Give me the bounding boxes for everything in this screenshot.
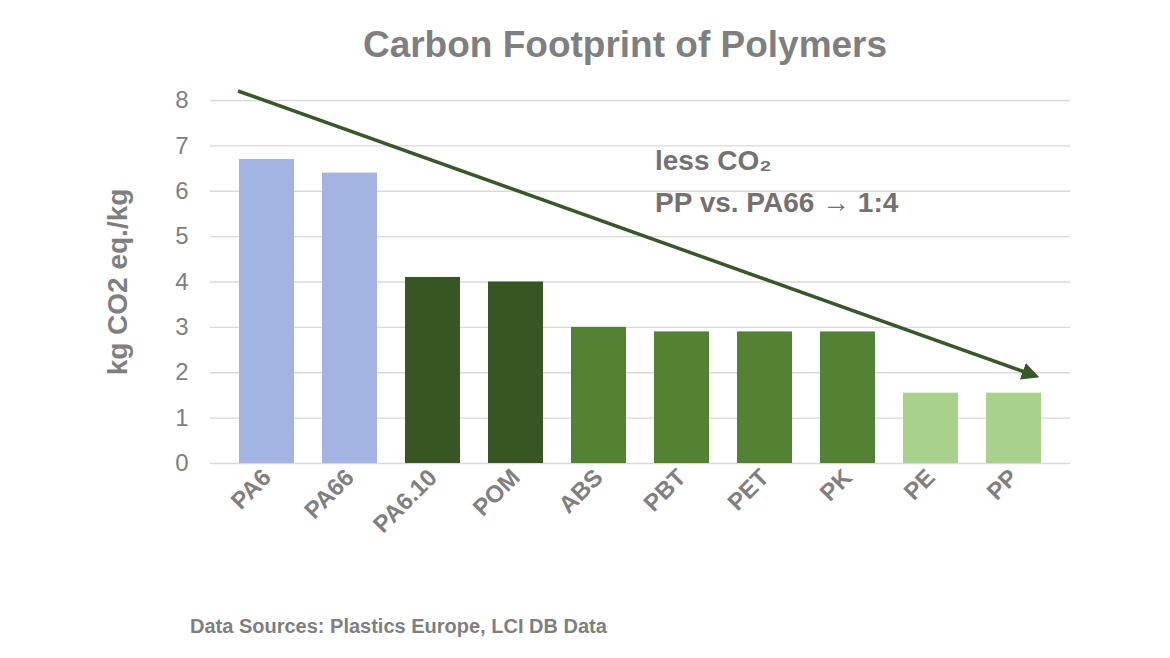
svg-text:7: 7 bbox=[175, 132, 188, 159]
svg-text:PA6.10: PA6.10 bbox=[368, 463, 442, 537]
svg-text:PE: PE bbox=[898, 463, 940, 505]
svg-text:PET: PET bbox=[722, 463, 774, 515]
svg-text:PP: PP bbox=[981, 463, 1023, 505]
html-text:PP vs. PA66 → 1:4: PP vs. PA66 → 1:4 bbox=[655, 187, 899, 218]
html-text:Carbon Footprint of Polymers: Carbon Footprint of Polymers bbox=[362, 24, 888, 65]
svg-text:8: 8 bbox=[175, 86, 188, 113]
svg-text:0: 0 bbox=[175, 449, 188, 476]
svg-text:PA6: PA6 bbox=[225, 463, 276, 514]
svg-text:1: 1 bbox=[175, 404, 188, 431]
html-text:less CO₂: less CO₂ bbox=[655, 145, 772, 176]
svg-text:ABS: ABS bbox=[553, 463, 608, 518]
svg-text:PK: PK bbox=[814, 463, 857, 506]
svg-text:5: 5 bbox=[175, 222, 188, 249]
svg-text:PA66: PA66 bbox=[299, 463, 359, 523]
svg-text:POM: POM bbox=[467, 463, 525, 521]
svg-text:PBT: PBT bbox=[638, 463, 691, 516]
svg-text:2: 2 bbox=[175, 358, 188, 385]
html-text:Data Sources: Plastics Europe,: Data Sources: Plastics Europe, LCI DB Da… bbox=[190, 615, 607, 637]
svg-text:3: 3 bbox=[175, 313, 188, 340]
html-text:kg CO2 eq./kg: kg CO2 eq./kg bbox=[102, 188, 133, 376]
svg-text:6: 6 bbox=[175, 177, 188, 204]
svg-text:4: 4 bbox=[175, 268, 188, 295]
